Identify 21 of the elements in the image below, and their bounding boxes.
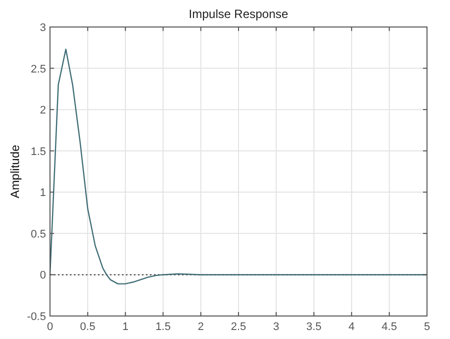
y-tick-label: 2.5: [30, 63, 46, 76]
x-tick-label: 4.5: [382, 321, 397, 333]
chart-title: Impulse Response: [188, 7, 289, 21]
y-tick-label: 2: [40, 104, 46, 117]
y-axis-title: Amplitude: [8, 144, 22, 198]
x-tick-label: 3.5: [306, 321, 322, 333]
x-tick-label: 0.5: [80, 321, 96, 333]
x-tick-label: 5: [424, 321, 430, 333]
y-tick-label: -0.5: [27, 311, 46, 323]
y-tick-label: 1: [40, 187, 46, 200]
y-tick-label: 3: [40, 22, 46, 34]
x-tick-label: 2.5: [230, 321, 246, 333]
x-tick-label: 4: [348, 321, 355, 333]
y-tick-label: 0: [40, 270, 46, 282]
x-tick-label: 2: [198, 321, 204, 333]
x-tick-label: 1: [122, 321, 128, 333]
y-tick-label: 1.5: [30, 146, 46, 158]
x-tick-label: 1.5: [155, 321, 171, 333]
line-series: [49, 48, 428, 284]
y-tick-label: 0.5: [30, 228, 46, 240]
x-tick-label: 3: [273, 321, 280, 333]
